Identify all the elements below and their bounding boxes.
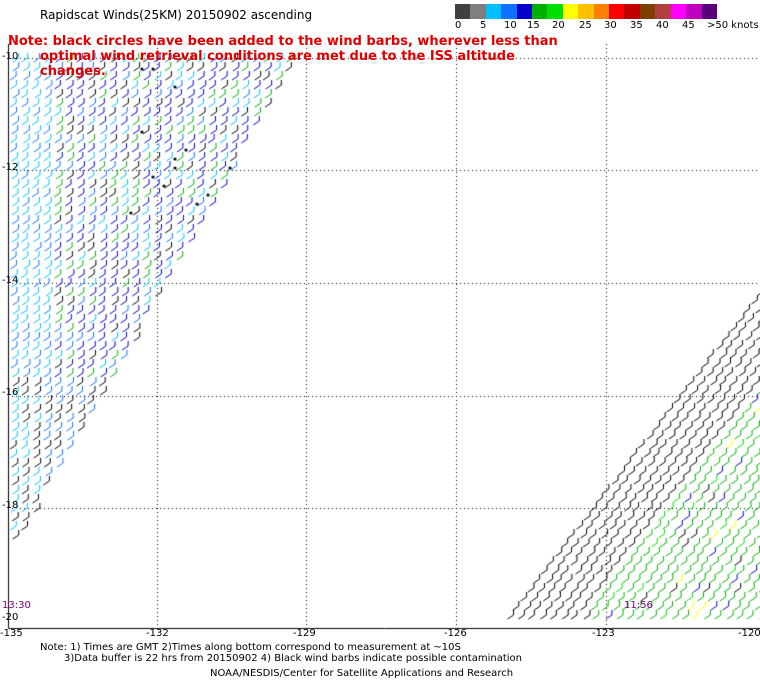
color-scale-label: 5 xyxy=(480,20,487,31)
lon-label-132: -132 xyxy=(146,628,169,639)
color-swatch xyxy=(624,4,640,19)
color-scale-label: 40 xyxy=(656,20,669,31)
color-scale-bar xyxy=(455,4,717,19)
color-swatch xyxy=(670,4,687,19)
color-swatch xyxy=(701,4,717,19)
color-swatch xyxy=(470,4,486,19)
lat-label-16: -16 xyxy=(2,387,19,398)
color-scale-label: 20 xyxy=(552,20,565,31)
time-label-east: 11:56 xyxy=(624,600,653,611)
note-line-2: optimal wind retrieval conditions are me… xyxy=(40,49,515,79)
color-swatch xyxy=(655,4,671,19)
footer-credit: NOAA/NESDIS/Center for Satellite Applica… xyxy=(210,668,514,679)
color-scale-label: 15 xyxy=(527,20,540,31)
color-scale-label: 30 xyxy=(604,20,617,31)
lon-label-120: -120 xyxy=(738,628,760,639)
color-swatch xyxy=(547,4,563,19)
lat-label-14: -14 xyxy=(2,275,19,286)
lon-label-135: -135 xyxy=(0,628,23,639)
color-swatch xyxy=(455,4,471,19)
color-swatch xyxy=(485,4,502,19)
color-scale-label: 25 xyxy=(579,20,592,31)
color-swatch xyxy=(501,4,517,19)
lat-label-12: -12 xyxy=(2,162,19,173)
color-scale-label: >50 knots xyxy=(707,20,759,31)
time-label-west: 13:30 xyxy=(2,600,31,611)
lon-label-123: -123 xyxy=(592,628,615,639)
lon-label-129: -129 xyxy=(293,628,316,639)
color-swatch xyxy=(562,4,579,19)
footer-note-1: Note: 1) Times are GMT 2)Times along bot… xyxy=(40,642,461,653)
color-swatch xyxy=(593,4,610,19)
note-line-1: Note: black circles have been added to t… xyxy=(8,34,558,49)
color-scale-label: 10 xyxy=(504,20,517,31)
color-scale-label: 45 xyxy=(682,20,695,31)
contamination-note: Note: black circles have been added to t… xyxy=(8,34,568,79)
color-swatch xyxy=(686,4,702,19)
color-swatch xyxy=(609,4,625,19)
color-swatch xyxy=(532,4,548,19)
color-swatch xyxy=(516,4,533,19)
footer-note-2: 3)Data buffer is 22 hrs from 20150902 4)… xyxy=(64,653,522,664)
color-scale-labels: 0 5 10 15 20 25 30 35 40 45 >50 knots xyxy=(451,20,760,34)
lat-label-18: -18 xyxy=(2,500,19,511)
color-swatch xyxy=(578,4,594,19)
color-scale-label: 0 xyxy=(455,20,462,31)
lat-label-20: -20 xyxy=(2,612,19,623)
map-title: Rapidscat Winds(25KM) 20150902 ascending xyxy=(40,8,313,22)
lon-label-126: -126 xyxy=(444,628,467,639)
color-scale-label: 35 xyxy=(630,20,643,31)
lat-label-10: -10 xyxy=(2,51,19,62)
color-swatch xyxy=(639,4,656,19)
